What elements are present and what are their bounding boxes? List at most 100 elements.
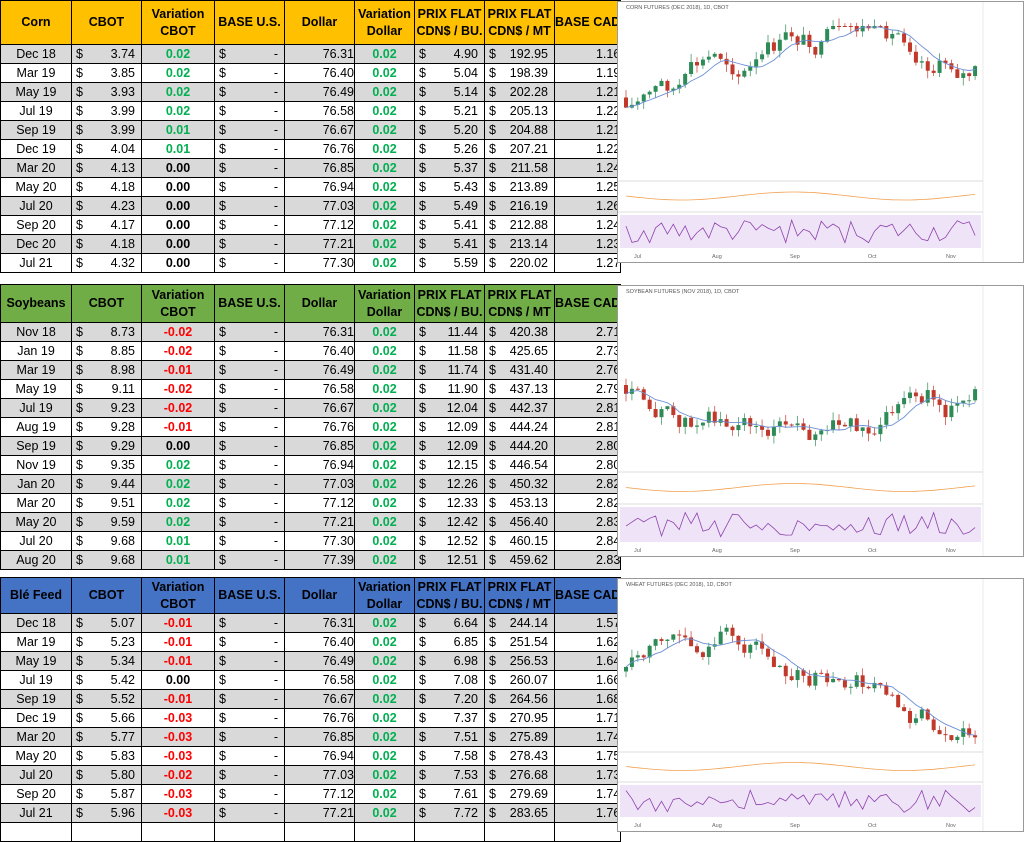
cbot-price-value: 4.13 bbox=[110, 161, 135, 175]
cbot-price-value: 5.83 bbox=[110, 749, 135, 763]
table-row: May 19 $3.93 0.02 $ -76.49 0.02 $5.14 $202.28 1.… bbox=[0, 82, 622, 102]
candle-body bbox=[925, 709, 930, 720]
cbot-price: $4.18 bbox=[71, 177, 142, 197]
base-cad: 1.21 bbox=[553, 120, 622, 140]
prix-flat-mt-value: 256.53 bbox=[509, 654, 548, 668]
variation-dollar: 0.02 bbox=[354, 82, 415, 102]
candle-body bbox=[659, 80, 664, 87]
base-us: $ - bbox=[214, 727, 285, 747]
prix-flat-bu-value: 5.21 bbox=[453, 104, 478, 118]
base-cad: 1.22 bbox=[553, 139, 622, 159]
base-us-value: - bbox=[273, 104, 278, 118]
candle-body bbox=[848, 26, 853, 27]
cbot-price: $8.85 bbox=[71, 341, 142, 361]
x-axis-month-label: Nov bbox=[946, 548, 956, 554]
currency-symbol: $ bbox=[219, 673, 226, 687]
base-us-value: - bbox=[273, 477, 278, 491]
variation-dollar: 0.02 bbox=[354, 215, 415, 235]
table-row: Mar 20 $9.51 0.02 $ -77.12 0.02 $12.33 $453.13 2… bbox=[0, 493, 622, 513]
prix-flat-mt: $431.40 bbox=[484, 360, 555, 380]
currency-symbol: $ bbox=[219, 553, 226, 567]
prix-flat-bu-value: 7.37 bbox=[453, 711, 478, 725]
candle-body bbox=[819, 41, 824, 55]
base-us-value: - bbox=[273, 749, 278, 763]
dollar-rate: 77.12 bbox=[284, 784, 355, 804]
base-cad: 2.84 bbox=[553, 531, 622, 551]
candle-body bbox=[700, 59, 705, 66]
soybeans-table: Soybeans CBOT Variation CBOT BASE U.S. Do… bbox=[0, 284, 622, 570]
currency-symbol: $ bbox=[76, 768, 83, 782]
base-cad: 1.19 bbox=[553, 63, 622, 83]
cbot-price: $9.29 bbox=[71, 436, 142, 456]
dollar-rate: 77.21 bbox=[284, 803, 355, 823]
prix-flat-mt-value: 456.40 bbox=[509, 515, 548, 529]
currency-symbol: $ bbox=[76, 142, 83, 156]
cbot-price-value: 5.42 bbox=[110, 673, 135, 687]
prix-flat-bu: $12.42 bbox=[414, 512, 485, 532]
currency-symbol: $ bbox=[76, 256, 83, 270]
base-us: $ - bbox=[214, 632, 285, 652]
contract-month: Sep 20 bbox=[0, 784, 72, 804]
currency-symbol: $ bbox=[419, 553, 426, 567]
currency-symbol: $ bbox=[489, 616, 496, 630]
cbot-price: $4.17 bbox=[71, 215, 142, 235]
prix-flat-bu: $5.37 bbox=[414, 158, 485, 178]
cbot-price-value: 9.51 bbox=[110, 496, 135, 510]
currency-symbol: $ bbox=[489, 104, 496, 118]
currency-symbol: $ bbox=[219, 439, 226, 453]
cbot-price-value: 3.85 bbox=[110, 66, 135, 80]
currency-symbol: $ bbox=[489, 654, 496, 668]
prix-flat-mt: $244.14 bbox=[484, 613, 555, 633]
variation-dollar: 0.02 bbox=[354, 493, 415, 513]
base-us: $ - bbox=[214, 177, 285, 197]
cbot-price-value: 3.99 bbox=[110, 123, 135, 137]
base-us-value: - bbox=[273, 237, 278, 251]
dollar-rate: 76.85 bbox=[284, 158, 355, 178]
candle-body bbox=[807, 429, 812, 440]
candle-body bbox=[641, 389, 646, 400]
contract-month: Dec 19 bbox=[0, 708, 72, 728]
variation-dollar: 0.02 bbox=[354, 765, 415, 785]
base-us: $ - bbox=[214, 531, 285, 551]
prix-flat-bu-value: 7.53 bbox=[453, 768, 478, 782]
candle-body bbox=[700, 422, 705, 426]
currency-symbol: $ bbox=[219, 199, 226, 213]
candle-body bbox=[973, 735, 978, 738]
contract-month: Mar 20 bbox=[0, 158, 72, 178]
candle-body bbox=[777, 421, 782, 427]
currency-symbol: $ bbox=[419, 787, 426, 801]
blank-cell bbox=[484, 822, 555, 842]
base-us-value: - bbox=[273, 123, 278, 137]
prix-flat-bu: $12.09 bbox=[414, 417, 485, 437]
dollar-rate: 76.85 bbox=[284, 727, 355, 747]
rsi-band bbox=[620, 507, 981, 542]
prix-flat-mt: $444.24 bbox=[484, 417, 555, 437]
prix-flat-mt: $420.38 bbox=[484, 322, 555, 342]
base-cad: 1.23 bbox=[553, 234, 622, 254]
prix-flat-bu: $12.09 bbox=[414, 436, 485, 456]
blank-cell bbox=[71, 822, 142, 842]
candle-body bbox=[961, 400, 966, 404]
variation-cbot: 0.00 bbox=[141, 234, 215, 254]
prix-flat-bu-value: 5.20 bbox=[453, 123, 478, 137]
prix-flat-mt: $437.13 bbox=[484, 379, 555, 399]
base-us-value: - bbox=[273, 534, 278, 548]
prix-flat-bu: $5.21 bbox=[414, 101, 485, 121]
table-row: Sep 19 $5.52 -0.01 $ -76.67 0.02 $7.20 $264.56 1… bbox=[0, 689, 622, 709]
candle-body bbox=[724, 419, 729, 427]
base-cad: 1.68 bbox=[553, 689, 622, 709]
contract-month: May 20 bbox=[0, 746, 72, 766]
base-us: $ - bbox=[214, 512, 285, 532]
col-var-cbot: Variation CBOT bbox=[141, 0, 215, 45]
prix-flat-mt: $453.13 bbox=[484, 493, 555, 513]
cbot-price-value: 5.87 bbox=[110, 787, 135, 801]
cbot-price: $5.42 bbox=[71, 670, 142, 690]
candle-body bbox=[884, 26, 889, 39]
dollar-rate: 76.76 bbox=[284, 139, 355, 159]
prix-flat-mt-value: 425.65 bbox=[509, 344, 548, 358]
prix-flat-bu-value: 11.58 bbox=[447, 344, 478, 358]
candle-body bbox=[931, 390, 936, 400]
base-us: $ - bbox=[214, 417, 285, 437]
contract-month: Jul 20 bbox=[0, 196, 72, 216]
prix-flat-bu-value: 12.04 bbox=[446, 401, 478, 415]
